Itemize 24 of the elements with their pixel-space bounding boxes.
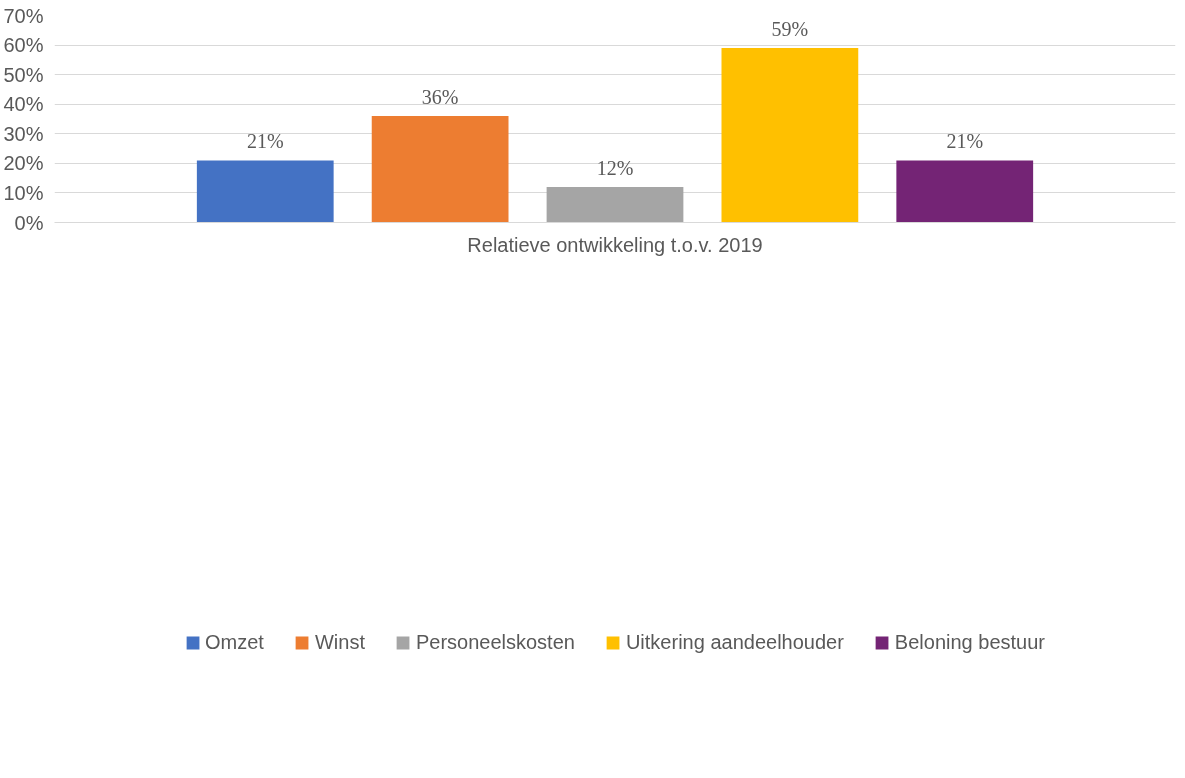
x-tick-label: Relatieve ontwikkeling t.o.v. 2019 — [467, 233, 763, 256]
bar — [721, 48, 859, 223]
bar — [546, 187, 684, 223]
bar — [371, 116, 509, 223]
legend-label: Omzet — [205, 630, 264, 654]
data-label: 12% — [596, 157, 634, 180]
data-label: 59% — [771, 18, 809, 41]
data-label: 21% — [246, 130, 284, 153]
legend-label: Personeelskosten — [415, 630, 575, 654]
y-tick-label: 60% — [3, 34, 44, 57]
legend-label: Beloning bestuur — [894, 630, 1045, 654]
y-tick-label: 0% — [14, 211, 44, 234]
y-tick-label: 40% — [3, 93, 44, 116]
legend-label: Uitkering aandeelhouder — [625, 630, 844, 654]
y-tick-label: 30% — [3, 122, 44, 145]
y-tick-label: 70% — [3, 4, 44, 27]
y-tick-label: 10% — [3, 181, 44, 204]
bar — [896, 160, 1034, 223]
data-label: 36% — [421, 86, 459, 109]
y-tick-label: 50% — [3, 63, 44, 86]
legend-label: Winst — [314, 630, 365, 654]
data-label: 21% — [946, 130, 984, 153]
y-tick-label: 20% — [3, 152, 44, 175]
bar — [196, 160, 334, 223]
